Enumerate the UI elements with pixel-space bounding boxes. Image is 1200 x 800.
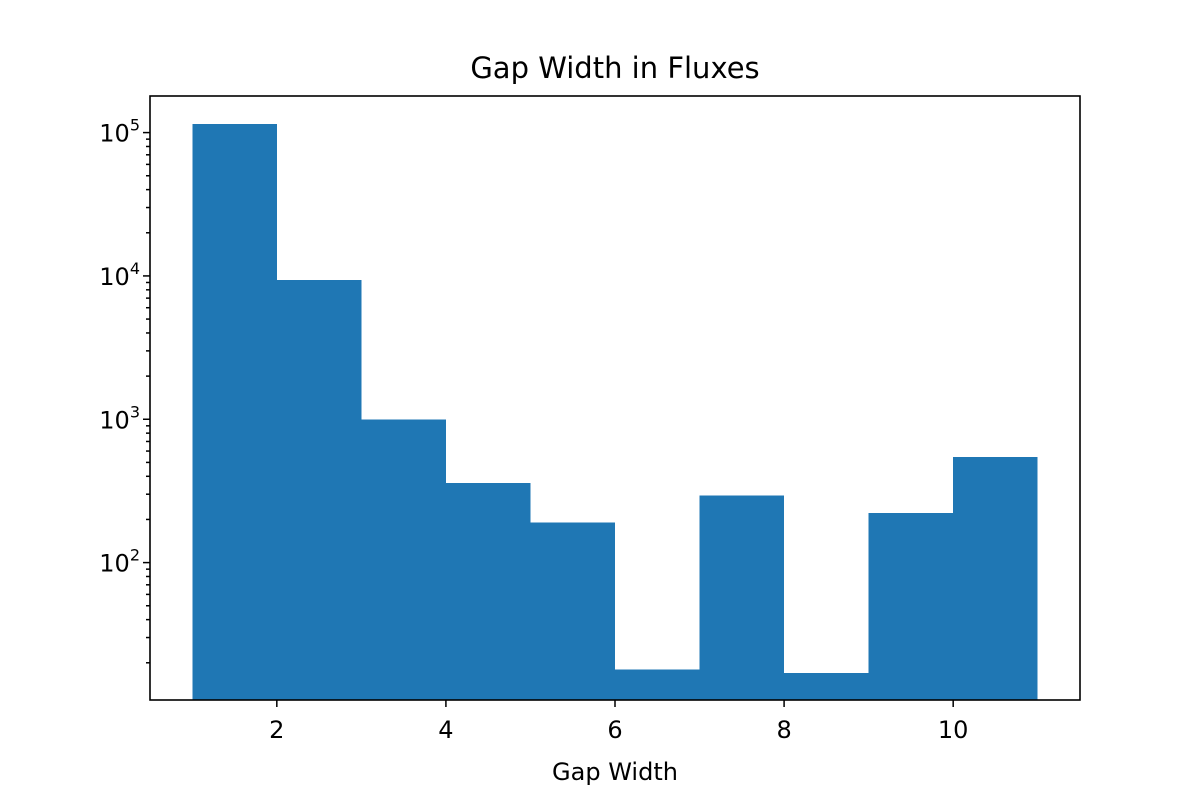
histogram-bar (615, 669, 700, 700)
x-axis-ticks: 2 4 6 8 10 (269, 700, 968, 744)
histogram-bar (276, 279, 362, 700)
bars-group (192, 123, 1038, 700)
y-axis-ticks: 102 103 104 105 (99, 116, 150, 578)
histogram-bar (530, 522, 615, 700)
histogram-bar (361, 419, 446, 700)
histogram-bar (784, 672, 869, 700)
histogram-bar (192, 123, 277, 700)
x-tick-label: 8 (776, 716, 791, 744)
histogram-bar (953, 457, 1038, 700)
chart-title: Gap Width in Fluxes (470, 51, 759, 85)
x-axis-label: Gap Width (552, 758, 678, 786)
y-tick-label: 102 (99, 546, 140, 578)
plot-frame (149, 95, 1081, 701)
histogram-bar (868, 512, 954, 700)
x-tick-label: 2 (269, 716, 284, 744)
y-tick-label: 105 (99, 116, 140, 148)
y-tick-label: 104 (99, 259, 140, 291)
x-tick-label: 10 (938, 716, 969, 744)
x-tick-label: 6 (607, 716, 622, 744)
histogram-bar (445, 482, 531, 700)
x-tick-label: 4 (438, 716, 453, 744)
histogram-bar (699, 495, 785, 700)
y-tick-label: 103 (99, 402, 140, 434)
